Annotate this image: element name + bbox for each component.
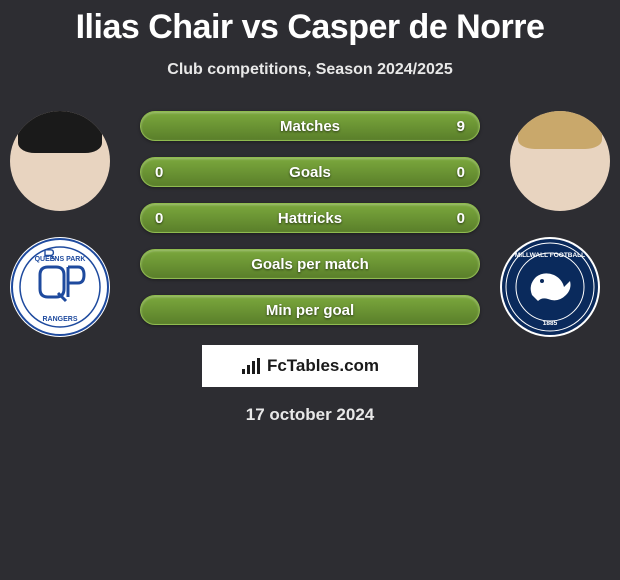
club-left-badge: QUEENS PARK RANGERS [10, 237, 110, 337]
player-left-avatar [10, 111, 110, 211]
stat-label: Goals [289, 164, 331, 181]
stat-right-value: 0 [457, 164, 465, 181]
svg-text:MILLWALL FOOTBALL: MILLWALL FOOTBALL [515, 252, 585, 259]
svg-text:1885: 1885 [543, 320, 558, 327]
stat-label: Hattricks [278, 210, 342, 227]
avatar-face-icon [10, 111, 110, 211]
page-title: Ilias Chair vs Casper de Norre [0, 0, 620, 47]
svg-text:QUEENS PARK: QUEENS PARK [35, 256, 86, 263]
stat-label: Goals per match [251, 256, 369, 273]
player-right-avatar [510, 111, 610, 211]
stat-left-value: 0 [155, 164, 163, 181]
stat-row: Matches 9 [140, 111, 480, 141]
stat-row: 0 Goals 0 [140, 157, 480, 187]
date-label: 17 october 2024 [0, 405, 620, 425]
club-right-badge: MILLWALL FOOTBALL 1885 [500, 237, 600, 337]
brand-logo-text: FcTables.com [267, 356, 379, 376]
subtitle: Club competitions, Season 2024/2025 [0, 61, 620, 79]
qpr-badge-icon: QUEENS PARK RANGERS [10, 237, 110, 337]
svg-text:RANGERS: RANGERS [42, 316, 77, 323]
stats-list: Matches 9 0 Goals 0 0 Hattricks 0 Goals … [140, 111, 480, 325]
avatar-face-icon [510, 111, 610, 211]
millwall-badge-icon: MILLWALL FOOTBALL 1885 [500, 237, 600, 337]
stat-row: 0 Hattricks 0 [140, 203, 480, 233]
stat-label: Min per goal [266, 302, 354, 319]
bar-chart-icon [241, 357, 263, 375]
comparison-panel: QUEENS PARK RANGERS MILLWALL FOOTBALL 18… [0, 111, 620, 425]
stat-right-value: 9 [457, 118, 465, 135]
stat-right-value: 0 [457, 210, 465, 227]
stat-row: Min per goal [140, 295, 480, 325]
stat-row: Goals per match [140, 249, 480, 279]
stat-left-value: 0 [155, 210, 163, 227]
brand-logo-box: FcTables.com [202, 345, 418, 387]
stat-label: Matches [280, 118, 340, 135]
